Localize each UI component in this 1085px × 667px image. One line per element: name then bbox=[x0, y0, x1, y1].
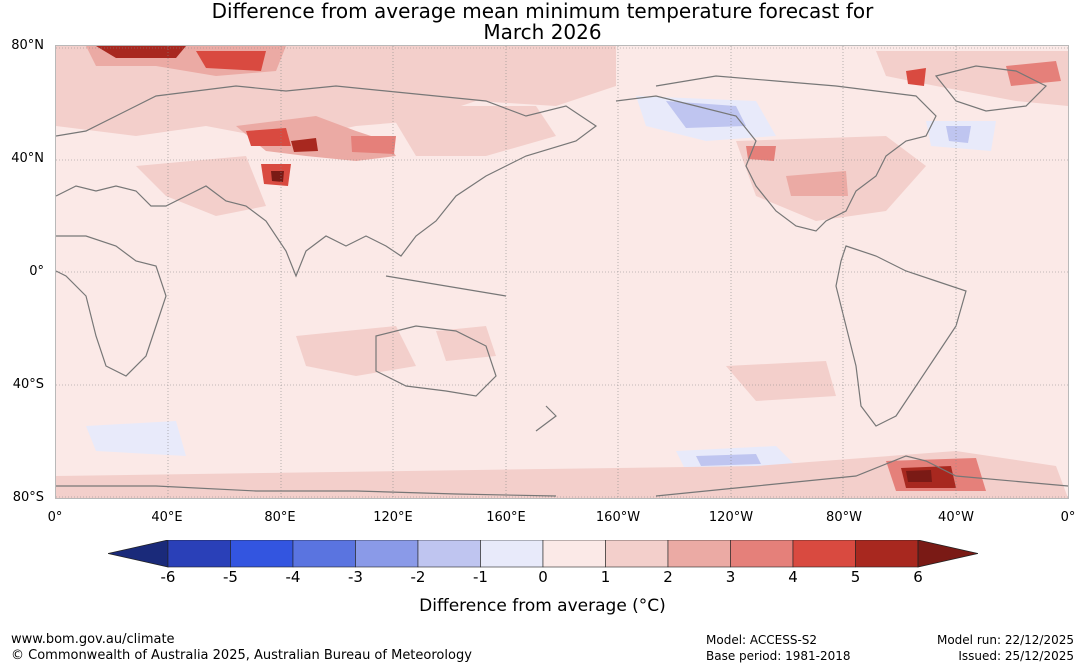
footer-base-period: Base period: 1981-2018 bbox=[706, 649, 851, 663]
colorbar-tick-label: 2 bbox=[663, 568, 673, 586]
colorbar-tick-label: 0 bbox=[538, 568, 548, 586]
lon-label-80w: 80°W bbox=[826, 510, 862, 525]
colorbar-segment bbox=[167, 540, 231, 568]
lon-label-160w: 160°W bbox=[595, 510, 641, 525]
lon-label-80e: 80°E bbox=[264, 510, 296, 525]
colorbar-tick-label: -1 bbox=[473, 568, 488, 586]
map-canvas bbox=[56, 46, 1068, 498]
colorbar-label: Difference from average (°C) bbox=[419, 596, 666, 616]
colorbar-tick-label: 4 bbox=[788, 568, 798, 586]
colorbar-tick-label: 3 bbox=[725, 568, 736, 586]
lon-label-40e: 40°E bbox=[151, 510, 183, 525]
footer-issued: Issued: 25/12/2025 bbox=[958, 649, 1074, 663]
colorbar-extend-low bbox=[108, 540, 169, 568]
graticule bbox=[56, 46, 1068, 498]
temperature-anomaly-map bbox=[55, 45, 1069, 499]
coastlines bbox=[56, 65, 1068, 497]
colorbar-segment bbox=[542, 540, 606, 568]
lat-label-80n: 80°N bbox=[11, 38, 44, 53]
colorbar-tick-label: 1 bbox=[600, 568, 611, 586]
footer-model-run: Model run: 22/12/2025 bbox=[936, 633, 1074, 647]
map-title-line2: March 2026 bbox=[483, 20, 602, 44]
colorbar-segment bbox=[480, 540, 544, 568]
lon-label-120e: 120°E bbox=[373, 510, 413, 525]
colorbar-segment bbox=[292, 540, 356, 568]
colorbar-tick-label: 5 bbox=[850, 568, 861, 586]
lat-label-40n: 40°N bbox=[11, 151, 44, 166]
colorbar-tick-label: -6 bbox=[160, 568, 176, 586]
lon-label-0-right: 0° bbox=[1060, 510, 1076, 525]
colorbar-tick-label: -2 bbox=[410, 568, 426, 586]
lat-label-80s: 80°S bbox=[12, 490, 44, 505]
anomaly-shading bbox=[56, 46, 1068, 498]
colorbar-segment bbox=[667, 540, 731, 568]
lon-label-160e: 160°E bbox=[486, 510, 526, 525]
colorbar-segment bbox=[605, 540, 669, 568]
colorbar-segment bbox=[792, 540, 856, 568]
lat-label-0: 0° bbox=[29, 264, 44, 279]
lat-label-40s: 40°S bbox=[12, 377, 44, 392]
colorbar-segment bbox=[230, 540, 294, 568]
colorbar-tick-label: -4 bbox=[285, 568, 301, 586]
footer-url: www.bom.gov.au/climate bbox=[11, 632, 175, 647]
colorbar-extend-high bbox=[917, 540, 978, 568]
colorbar-tick-label: -5 bbox=[223, 568, 238, 586]
lon-label-120w: 120°W bbox=[708, 510, 754, 525]
footer-model: Model: ACCESS-S2 bbox=[706, 633, 818, 647]
colorbar bbox=[108, 540, 978, 568]
map-title-line1: Difference from average mean minimum tem… bbox=[211, 0, 874, 23]
colorbar-segment bbox=[355, 540, 419, 568]
colorbar-segment bbox=[855, 540, 919, 568]
lon-label-40w: 40°W bbox=[938, 510, 974, 525]
colorbar-segment bbox=[730, 540, 794, 568]
lon-label-0-left: 0° bbox=[47, 510, 63, 525]
colorbar-segment bbox=[417, 540, 481, 568]
colorbar-tick-label: -3 bbox=[348, 568, 363, 586]
colorbar-tick-label: 6 bbox=[913, 568, 923, 586]
footer-copyright: © Commonwealth of Australia 2025, Austra… bbox=[11, 648, 472, 663]
